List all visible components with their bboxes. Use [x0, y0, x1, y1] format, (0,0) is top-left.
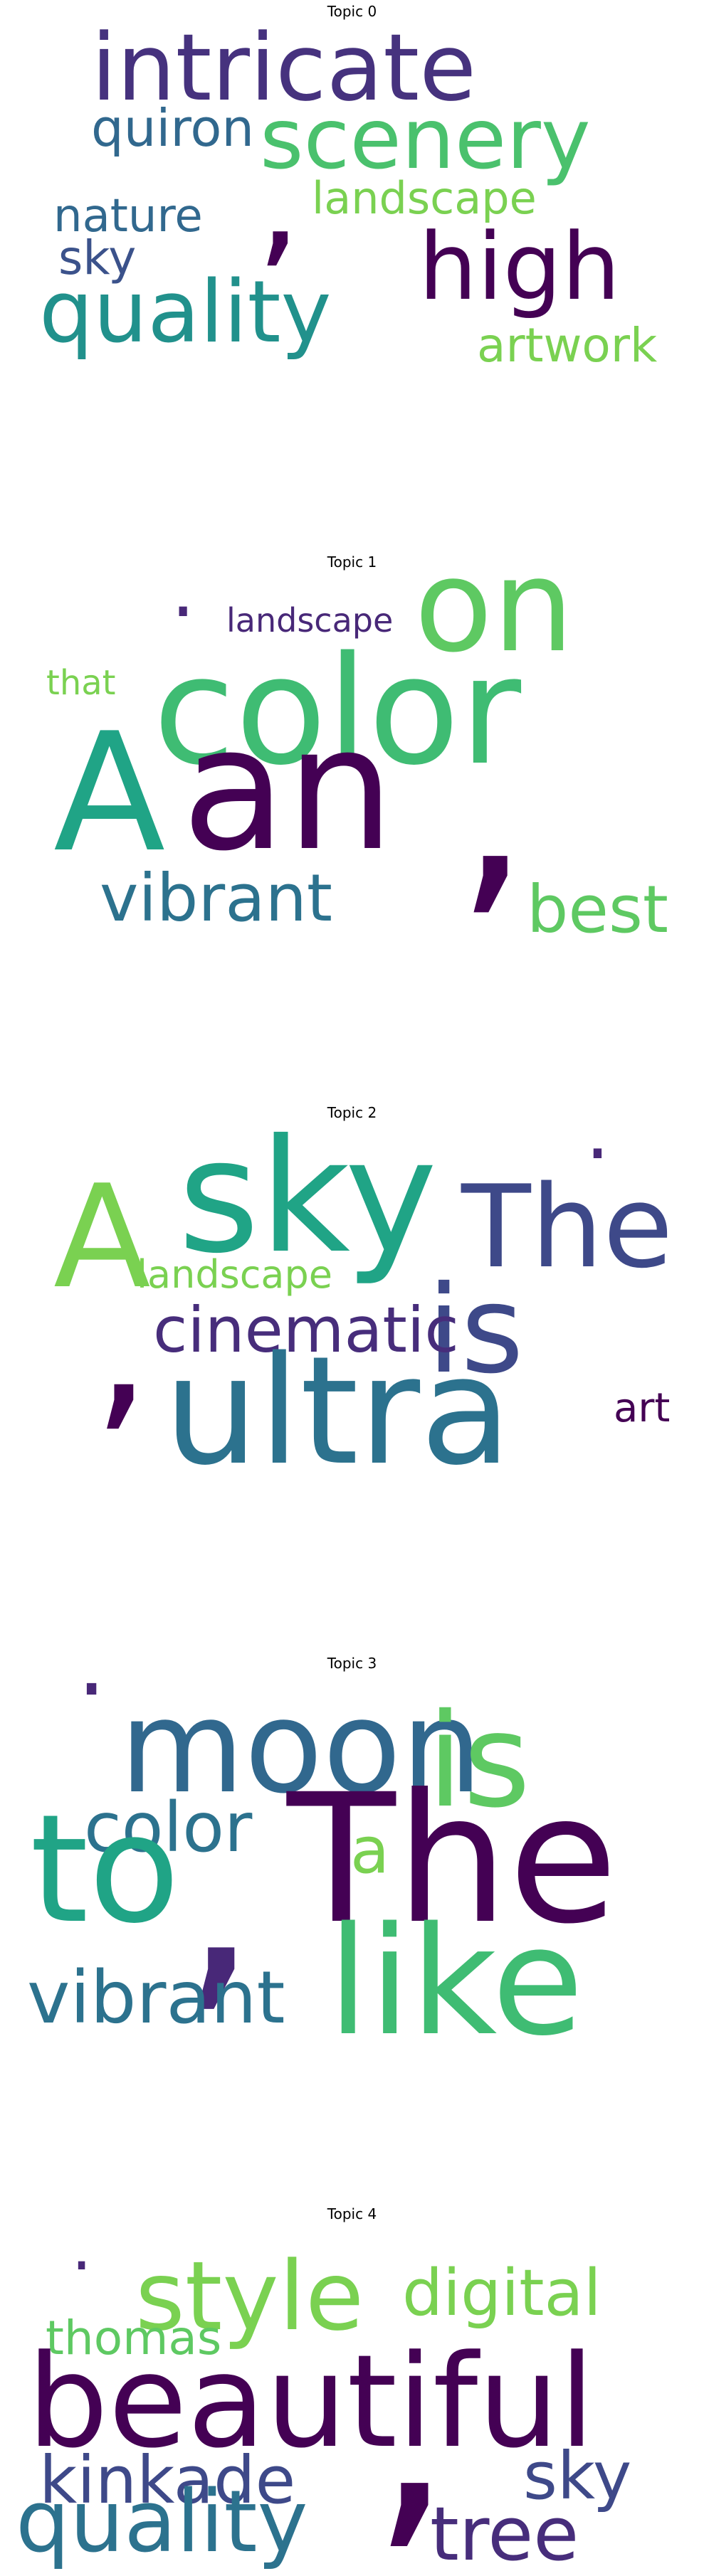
topic-1-word-period: .	[171, 551, 195, 635]
topic-2-title: Topic 2	[327, 1104, 377, 1121]
topic-1-word-vibrant: vibrant	[100, 860, 332, 936]
topic-2-word-cinematic: cinematic	[153, 1293, 459, 1367]
topic-3-panel: Topic 3 . moon is color a to, The vibrant like	[0, 1652, 704, 2167]
topic-3-word-vibrant: vibrant	[27, 1956, 285, 2040]
topic-0-word-scenery: scenery	[260, 90, 591, 188]
topic-0-word-quiron: quiron	[91, 98, 254, 158]
topic-4-panel: Topic 4 . style digital thomas beautiful kink…	[0, 2203, 704, 2576]
topic-1-word-landscape: landscape	[226, 601, 393, 640]
topic-1-word-comma: ,	[456, 667, 530, 940]
topic-4-word-kinkade: kinkade	[39, 2442, 295, 2518]
topic-3-word-to: to	[30, 1782, 180, 1956]
topic-3-word-like: like	[327, 1894, 584, 2069]
topic-2-word-landscape: landscape	[137, 1252, 332, 1297]
topic-2-word-art: art	[614, 1385, 670, 1431]
topic-3-title: Topic 3	[327, 1655, 377, 1672]
topic-2-word-is: is	[427, 1260, 524, 1401]
topic-1-word-on: on	[414, 551, 574, 681]
topic-4-word-beautiful: beautiful	[27, 2328, 594, 2476]
topic-0-word-sky: sky	[58, 230, 136, 285]
topic-4-word-thomas: thomas	[46, 2311, 221, 2365]
topic-4-title: Topic 4	[327, 2205, 377, 2222]
topic-2-word-the: The	[461, 1160, 673, 1293]
topic-2-word-sky: sky	[178, 1106, 437, 1288]
topic-3-word-color: color	[84, 1788, 253, 1867]
topic-2-word-comma: ,	[93, 1236, 152, 1451]
topic-0-title: Topic 0	[327, 3, 377, 20]
topic-1-word-an: an	[182, 689, 394, 889]
topic-4-word-comma: ,	[370, 2272, 454, 2576]
topic-0-word-nature: nature	[53, 190, 203, 243]
topic-3-word-the: The	[286, 1756, 618, 1963]
topic-0-word-artwork: artwork	[477, 318, 658, 373]
topic-4-word-tree: tree	[430, 2491, 579, 2576]
topic-4-word-sky: sky	[523, 2438, 631, 2514]
topic-4-word-period: .	[71, 2209, 92, 2285]
topic-2-word-period: .	[585, 1101, 610, 1177]
topic-1-word-a: A	[53, 699, 165, 889]
topic-3-word-moon: moon	[120, 1673, 483, 1822]
topic-0-word-landscape: landscape	[312, 172, 537, 224]
topic-4-word-style: style	[135, 2241, 364, 2352]
topic-1-word-best: best	[527, 871, 668, 948]
topic-0-panel: Topic 0 intricate, scenery quiron landscape…	[0, 0, 704, 515]
topic-2-word-ultra: ultra	[164, 1324, 512, 1498]
topic-0-word-comma: ,	[256, 117, 302, 283]
topic-2-word-a: A	[53, 1155, 151, 1320]
topic-3-word-period: .	[77, 1652, 106, 1717]
topic-0-word-quality: quality	[39, 263, 332, 362]
topic-3-word-is: is	[427, 1685, 530, 1836]
topic-1-title: Topic 1	[327, 553, 377, 571]
topic-4-word-digital: digital	[402, 2256, 601, 2331]
topic-3-word-comma: ,	[178, 1742, 259, 2040]
topic-1-word-color: color	[153, 624, 522, 798]
topic-4-word-quality: quality	[16, 2473, 308, 2572]
topic-3-word-a: a	[350, 1813, 389, 1888]
topic-0-word-intricate: intricate	[91, 14, 476, 122]
topic-0-word-high: high	[419, 213, 620, 321]
topic-1-word-that: that	[46, 663, 115, 703]
